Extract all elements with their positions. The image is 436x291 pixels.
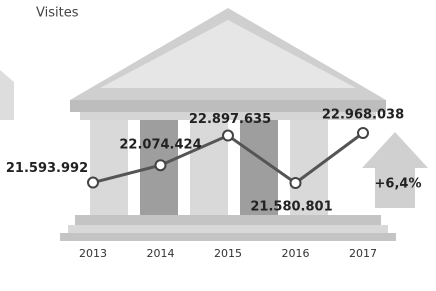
data-label: 21.580.801 xyxy=(250,200,332,215)
marker xyxy=(358,128,368,138)
marker xyxy=(156,160,166,170)
data-label: 21.593.992 xyxy=(6,161,88,176)
marker xyxy=(88,178,98,188)
marker xyxy=(223,131,233,141)
x-tick-label: 2013 xyxy=(79,247,107,260)
x-tick-label: 2017 xyxy=(349,247,377,260)
annotation: +6,4% xyxy=(375,177,422,192)
chart-title: Visites xyxy=(36,6,79,21)
x-tick-label: 2016 xyxy=(282,247,310,260)
x-tick-label: 2014 xyxy=(147,247,175,260)
chart: Visites +6,4% 2013 2014 2015 2016 2017 21.593… xyxy=(0,0,436,291)
data-label: 22.074.424 xyxy=(119,138,201,153)
x-tick-label: 2015 xyxy=(214,247,242,260)
marker xyxy=(291,178,301,188)
data-label: 22.968.038 xyxy=(322,108,404,123)
data-label: 22.897.635 xyxy=(189,112,271,127)
